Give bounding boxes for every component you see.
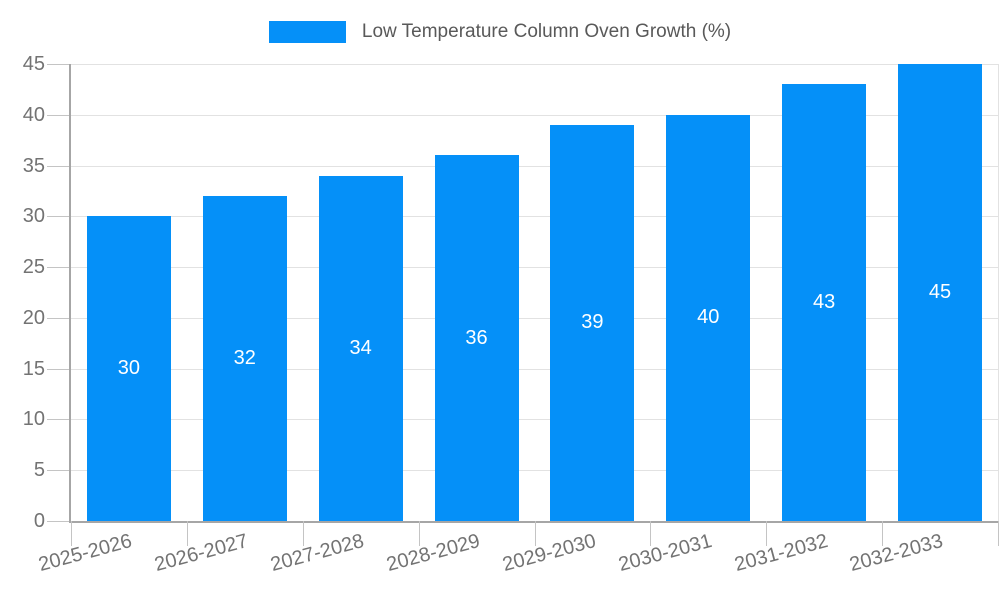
x-axis-tick xyxy=(302,521,304,546)
bar-2026-2027: 32 xyxy=(202,196,287,521)
bar-value-label: 40 xyxy=(697,306,720,329)
bar-value-label: 45 xyxy=(928,281,952,303)
y-axis-tick-label: 35 xyxy=(22,154,45,177)
bar-2029-2030: 39 xyxy=(550,124,635,521)
bar-value-label: 43 xyxy=(813,291,836,314)
x-axis-tick-label: 2030-2031 xyxy=(615,530,715,577)
x-axis-tick-label: 2028-2029 xyxy=(384,530,483,577)
gridline xyxy=(71,317,998,319)
y-axis-tick xyxy=(47,521,69,522)
gridline xyxy=(71,470,998,472)
y-axis-tick-label: 0 xyxy=(33,510,45,532)
gridline xyxy=(71,368,998,370)
bar-value-label: 34 xyxy=(349,336,372,359)
bar-2028-2029: 36 xyxy=(434,155,519,521)
gridline xyxy=(71,216,998,218)
plot-area: 0 5 10 15 20 25 30 35 40 45 30 2025-2026 32 2026-2027… xyxy=(23,54,999,576)
y-axis-tick-label: 20 xyxy=(22,306,45,329)
gridline xyxy=(71,165,998,167)
gridline xyxy=(71,64,998,65)
y-axis-tick xyxy=(47,419,69,421)
x-axis-tick xyxy=(186,521,188,546)
y-axis-tick xyxy=(47,267,69,269)
y-axis-tick xyxy=(47,216,69,218)
chart-legend: Low Temperature Column Oven Growth (%) xyxy=(0,20,1000,44)
y-axis-tick xyxy=(47,165,69,167)
x-axis-tick xyxy=(534,521,536,546)
y-axis-tick-label: 40 xyxy=(22,103,45,126)
legend-swatch xyxy=(268,21,346,43)
bar-value-label: 32 xyxy=(233,347,256,370)
bar-2025-2026: 30 xyxy=(86,216,171,521)
gridline xyxy=(71,419,998,421)
gridline xyxy=(71,267,998,269)
x-axis-tick xyxy=(882,521,884,546)
x-axis-tick xyxy=(650,521,652,546)
y-axis-tick-label: 10 xyxy=(22,408,45,431)
x-axis-tick-label: 2029-2030 xyxy=(500,530,599,577)
y-axis-tick-label: 25 xyxy=(22,256,45,279)
legend-label: Low Temperature Column Oven Growth (%) xyxy=(361,21,732,42)
x-axis-tick-label: 2031-2032 xyxy=(731,530,830,577)
x-axis-tick xyxy=(71,521,72,546)
x-axis-tick xyxy=(766,521,768,546)
y-axis-tick-label: 5 xyxy=(33,459,45,482)
x-axis-tick-label: 2025-2026 xyxy=(36,530,135,577)
gridline xyxy=(71,114,998,116)
x-axis-tick-label: 2027-2028 xyxy=(268,530,367,577)
bar-2031-2032: 43 xyxy=(782,84,867,521)
bar-2027-2028: 34 xyxy=(318,175,403,521)
y-axis-tick-label: 45 xyxy=(22,53,45,75)
x-axis-tick xyxy=(418,521,420,546)
y-axis-tick xyxy=(47,64,69,65)
y-axis-tick xyxy=(47,114,69,116)
y-axis-tick xyxy=(47,368,69,370)
y-axis-tick-label: 15 xyxy=(22,357,45,380)
bar-2032-2033: 45 xyxy=(898,64,983,521)
y-axis-tick xyxy=(47,470,69,472)
bar-value-label: 30 xyxy=(117,357,141,380)
y-axis-tick-label: 30 xyxy=(22,205,45,228)
bar-value-label: 36 xyxy=(465,326,488,349)
legend-item[interactable]: Low Temperature Column Oven Growth (%) xyxy=(268,20,732,44)
x-axis-tick-label: 2026-2027 xyxy=(152,530,251,577)
x-axis-tick xyxy=(998,521,999,546)
bar-2030-2031: 40 xyxy=(666,114,751,521)
bar-value-label: 39 xyxy=(581,311,604,334)
y-axis-tick xyxy=(47,317,69,319)
x-axis-tick-label: 2032-2033 xyxy=(847,530,946,577)
